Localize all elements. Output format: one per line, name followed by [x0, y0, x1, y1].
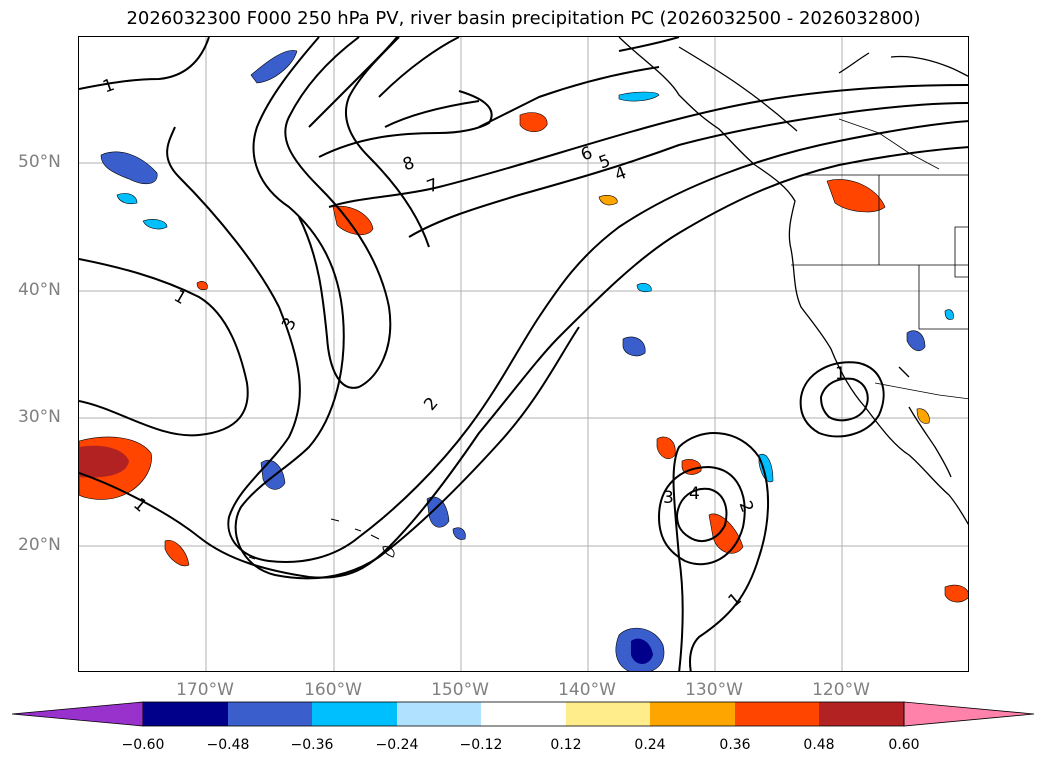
- shade-pos-3: [519, 112, 548, 133]
- contour-label: 1: [170, 286, 189, 309]
- colorbar-bin: [735, 702, 819, 726]
- contour-label: 1: [100, 75, 117, 97]
- contour-label: 1: [835, 364, 846, 384]
- colorbar-tick: 0.48: [803, 737, 835, 753]
- colorbar-bin: [650, 702, 735, 726]
- contour-label: 3: [278, 314, 301, 333]
- shade-neg-10: [758, 453, 774, 483]
- colorbar-tick: −0.60: [121, 737, 165, 753]
- lon-label-120w: 120°W: [812, 680, 870, 700]
- colorbar-extend-high: [903, 701, 1035, 727]
- gridlines: [79, 37, 968, 671]
- lon-label-140w: 140°W: [558, 680, 616, 700]
- lon-label-150w: 150°W: [431, 680, 489, 700]
- shade-neg-4: [142, 219, 168, 230]
- contour-label: 3: [663, 488, 674, 508]
- shade-pos-8: [164, 540, 190, 567]
- shade-pos-4: [826, 179, 886, 213]
- pv-contours: [79, 37, 968, 671]
- shade-pos-2: [332, 205, 374, 236]
- map-title: 2026032300 F000 250 hPa PV, river basin …: [126, 8, 921, 29]
- colorbar-tick: −0.48: [206, 737, 250, 753]
- map-canvas: 1 1 1 1 2 2 3 3 4 4 5 6 7 8 1: [79, 37, 968, 671]
- borders: [791, 118, 968, 400]
- colorbar-tick: −0.12: [459, 737, 503, 753]
- contour-label: 6: [578, 143, 595, 165]
- shade-neg-1: [100, 151, 158, 185]
- contour-label: 2: [420, 394, 442, 415]
- islands: [248, 518, 395, 560]
- shade-pos-7: [708, 513, 744, 554]
- colorbar-bin: [397, 702, 481, 726]
- lon-label-160w: 160°W: [304, 680, 362, 700]
- lon-label-170w: 170°W: [176, 680, 234, 700]
- colorbar: [11, 701, 1035, 727]
- colorbar-bin: [143, 702, 228, 726]
- lon-label-130w: 130°W: [685, 680, 743, 700]
- shade-neg-13: [636, 283, 652, 293]
- map-frame: 1 1 1 1 2 2 3 3 4 4 5 6 7 8 1: [78, 36, 969, 672]
- contour-label: 1: [129, 494, 150, 516]
- shade-neg-11: [906, 330, 926, 352]
- colorbar-tick: −0.36: [290, 737, 334, 753]
- shade-neg-8: [622, 336, 646, 357]
- contour-label: 8: [400, 153, 417, 175]
- shade-pos-12: [196, 281, 208, 291]
- shade-pos-10: [916, 408, 930, 424]
- colorbar-extend-low: [11, 701, 144, 727]
- shade-neg-5: [260, 459, 286, 490]
- shade-pos-11: [598, 195, 618, 206]
- contour-label: 1: [725, 589, 746, 611]
- colorbar-tick: 0.24: [634, 737, 666, 753]
- colorbar-bin: [312, 702, 397, 726]
- colorbar-tick: −0.24: [375, 737, 419, 753]
- colorbar-bin: [566, 702, 650, 726]
- contour-label: 4: [689, 484, 700, 504]
- shade-neg-7: [452, 527, 466, 540]
- colorbar-bin: [481, 702, 566, 726]
- contour-label: 2: [735, 498, 757, 515]
- colorbar-tick: 0.36: [719, 737, 751, 753]
- lat-label-40n: 40°N: [18, 280, 61, 300]
- coastlines: [618, 37, 968, 525]
- shade-neg-6: [426, 496, 450, 528]
- contour-label: 4: [612, 163, 629, 185]
- lat-label-30n: 30°N: [18, 407, 61, 427]
- colorbar-bin: [819, 702, 904, 726]
- precip-shading: [79, 50, 968, 671]
- shade-neg-12: [618, 91, 660, 102]
- shade-pos-5: [656, 436, 676, 459]
- lat-label-20n: 20°N: [18, 535, 61, 555]
- colorbar-tick: 0.60: [888, 737, 920, 753]
- contour-label: 5: [596, 151, 613, 173]
- shade-neg-2: [250, 50, 298, 84]
- lat-label-50n: 50°N: [18, 152, 61, 172]
- shade-pos-9: [944, 584, 968, 603]
- shade-pos-1-core: [79, 445, 129, 478]
- shade-neg-3: [116, 193, 138, 205]
- colorbar-tick: 0.12: [550, 737, 582, 753]
- colorbar-bin: [228, 702, 312, 726]
- shade-neg-14: [944, 309, 954, 320]
- shade-neg-9-core: [631, 638, 653, 664]
